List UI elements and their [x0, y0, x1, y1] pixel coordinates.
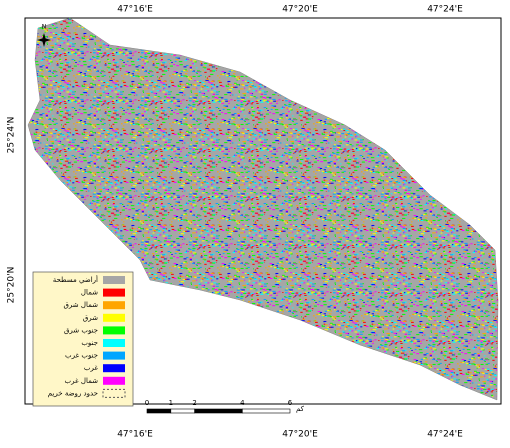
- scale-label: 2: [192, 399, 196, 407]
- legend-swatch: [103, 276, 125, 284]
- legend-swatch: [103, 339, 125, 347]
- map: N أراضي مسطحة شمال شمال شرق شرق جنوب شرق جنوب…: [0, 0, 510, 444]
- lon-label-bottom: 47°24'E: [427, 430, 463, 440]
- scale-unit: كم: [296, 405, 305, 413]
- legend-label: جنوب شرق: [64, 326, 98, 334]
- scale-label: 6: [288, 399, 293, 407]
- legend-label: غرب: [84, 364, 98, 372]
- north-label: N: [42, 24, 47, 31]
- lon-label-bottom: 47°20'E: [282, 430, 318, 440]
- legend-swatch: [103, 301, 125, 309]
- legend-swatch: [103, 326, 125, 334]
- legend-swatch: [103, 314, 125, 322]
- scale-segment: [195, 409, 243, 413]
- legend-label: جنوب: [81, 339, 98, 347]
- legend: أراضي مسطحة شمال شمال شرق شرق جنوب شرق جنوب جن…: [33, 272, 133, 406]
- lon-label-top: 47°24'E: [427, 5, 463, 15]
- lon-label-top: 47°20'E: [282, 5, 318, 15]
- lon-label-top: 47°16'E: [117, 5, 153, 15]
- scale-label: 1: [169, 399, 173, 407]
- legend-label: شرق: [83, 314, 98, 322]
- legend-swatch: [103, 352, 125, 360]
- legend-swatch: [103, 364, 125, 372]
- scale-segment: [147, 409, 171, 413]
- legend-label: جنوب غرب: [65, 352, 98, 360]
- lat-label: 25°24'N: [7, 117, 17, 154]
- scale-label: 4: [240, 399, 245, 407]
- legend-label: شمال شرق: [63, 301, 98, 309]
- legend-label: شمال غرب: [65, 377, 99, 385]
- scale-label: 0: [145, 399, 149, 407]
- legend-swatch: [103, 389, 125, 397]
- legend-swatch: [103, 377, 125, 385]
- legend-swatch: [103, 289, 125, 297]
- scale-segment: [171, 409, 195, 413]
- scale-segment: [242, 409, 290, 413]
- lat-label: 25°20'N: [7, 267, 17, 304]
- legend-label: شمال: [81, 289, 98, 297]
- legend-label: أراضي مسطحة: [53, 275, 98, 284]
- legend-label: حدود روضة خريم: [48, 389, 98, 397]
- lon-label-bottom: 47°16'E: [117, 430, 153, 440]
